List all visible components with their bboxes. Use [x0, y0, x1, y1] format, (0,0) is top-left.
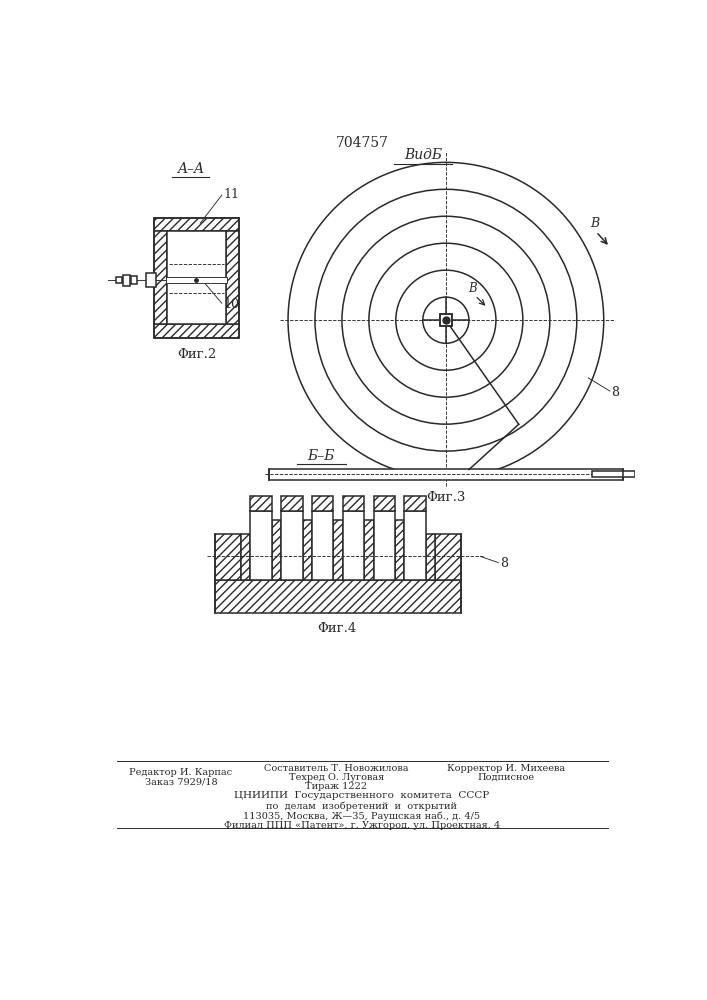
Bar: [215, 580, 461, 613]
Text: Заказ 7929/18: Заказ 7929/18: [145, 778, 217, 787]
Bar: [154, 231, 167, 324]
Text: Φиг.3: Φиг.3: [426, 491, 466, 504]
Bar: [269, 469, 623, 480]
Bar: [226, 231, 239, 324]
Bar: [281, 496, 303, 511]
Bar: [364, 520, 373, 580]
Text: ЦНИИПИ  Государственного  комитета  СССР: ЦНИИПИ Государственного комитета СССР: [234, 791, 489, 800]
Text: 113035, Москва, Ж—35, Раушская наб., д. 4/5: 113035, Москва, Ж—35, Раушская наб., д. …: [243, 811, 481, 821]
Text: 704757: 704757: [335, 136, 388, 150]
Text: Корректор И. Михеева: Корректор И. Михеева: [447, 764, 565, 773]
Bar: [131, 276, 137, 284]
Bar: [146, 273, 156, 287]
Bar: [215, 534, 241, 580]
Bar: [250, 496, 272, 511]
Text: В: В: [590, 217, 599, 230]
Text: Φиг.4: Φиг.4: [317, 622, 356, 635]
Bar: [154, 218, 239, 231]
Text: A–A: A–A: [177, 162, 204, 176]
Text: по  делам  изобретений  и  открытий: по делам изобретений и открытий: [267, 801, 457, 811]
Bar: [334, 520, 343, 580]
Bar: [115, 277, 122, 283]
Bar: [373, 496, 395, 511]
Text: В: В: [468, 282, 477, 295]
Text: Филиал ППП «Патент», г. Ужгород, ул. Проектная, 4: Филиал ППП «Патент», г. Ужгород, ул. Про…: [224, 821, 500, 830]
Text: 8: 8: [612, 386, 619, 399]
Bar: [435, 534, 461, 580]
Bar: [373, 511, 395, 580]
Bar: [250, 511, 272, 580]
Bar: [343, 511, 364, 580]
Bar: [241, 534, 250, 580]
Bar: [404, 511, 426, 580]
Bar: [440, 314, 452, 326]
Text: Подписное: Подписное: [477, 773, 534, 782]
Text: Техред О. Луговая: Техред О. Луговая: [289, 773, 384, 782]
Bar: [272, 520, 281, 580]
Bar: [592, 471, 635, 477]
Bar: [343, 496, 364, 511]
Text: Тираж 1222: Тираж 1222: [305, 782, 368, 791]
Bar: [154, 324, 239, 338]
Bar: [154, 218, 239, 338]
Bar: [281, 511, 303, 580]
Bar: [303, 520, 312, 580]
Text: 11: 11: [223, 188, 240, 201]
Text: 10: 10: [223, 298, 240, 311]
Bar: [312, 496, 334, 511]
Bar: [312, 511, 334, 580]
Bar: [123, 275, 130, 286]
Bar: [440, 314, 452, 326]
Bar: [167, 231, 226, 324]
Bar: [404, 496, 426, 511]
Text: ВидБ: ВидБ: [404, 148, 442, 162]
Bar: [426, 534, 435, 580]
Text: 8: 8: [500, 557, 508, 570]
Text: Б–Б: Б–Б: [308, 449, 335, 463]
Bar: [165, 277, 227, 283]
Text: Редактор И. Карпас: Редактор И. Карпас: [129, 768, 233, 777]
Bar: [395, 520, 404, 580]
Text: Φиг.2: Φиг.2: [177, 348, 216, 361]
Text: Составитель Т. Новожилова: Составитель Т. Новожилова: [264, 764, 409, 773]
